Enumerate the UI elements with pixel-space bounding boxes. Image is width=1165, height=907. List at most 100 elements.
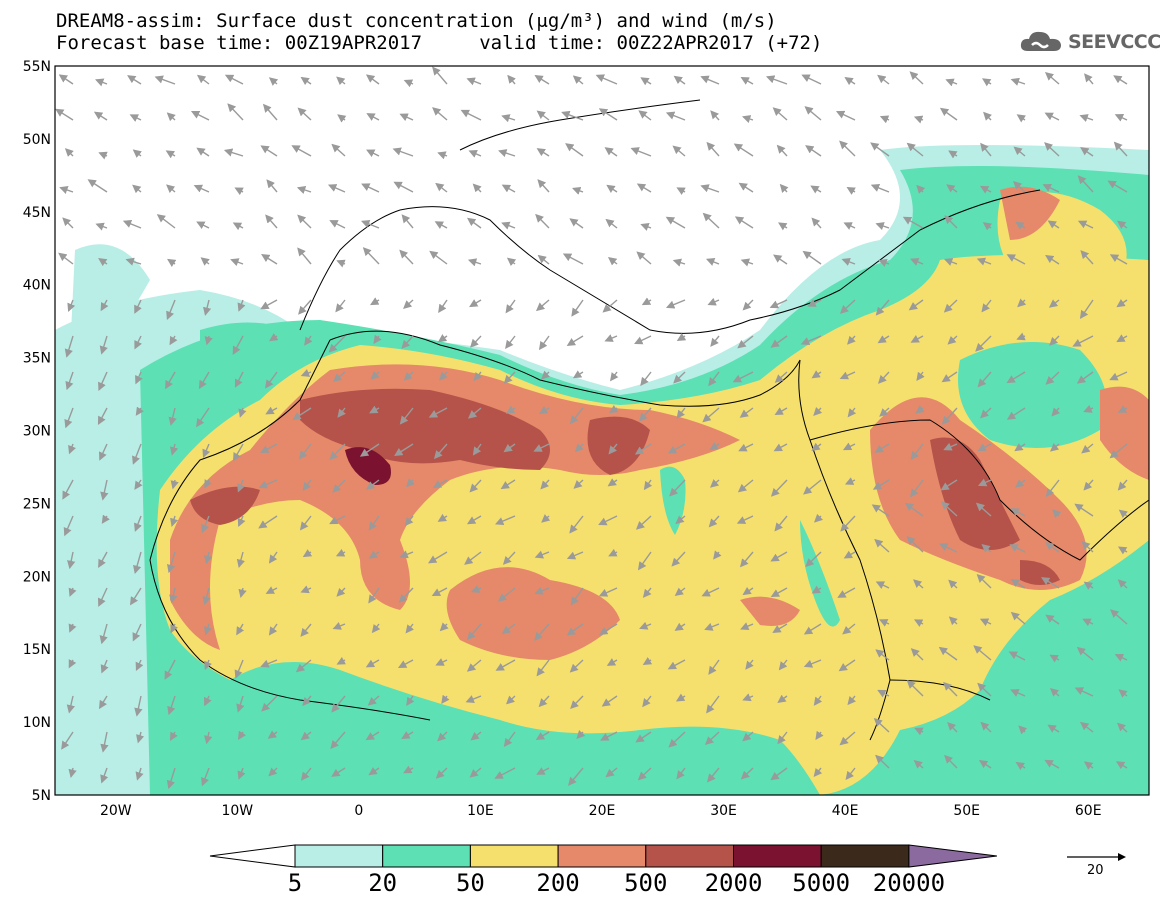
wind-arrow [1077,175,1094,193]
wind-arrow [1017,298,1027,308]
wind-arrow [1006,254,1026,265]
wind-arrow [265,406,278,415]
wind-arrow [1114,114,1128,122]
lon-tick-label: 50E [953,803,980,819]
wind-arrow [668,731,686,748]
wind-arrow [367,695,380,706]
colorbar-swatch [733,844,822,868]
colorbar-tick-label: 200 [536,869,579,897]
wind-arrow [704,731,720,746]
wind-arrow [536,659,550,677]
wind-arrow [1082,618,1094,627]
wind-arrow [673,75,686,85]
wind-arrow [1083,581,1094,590]
wind-arrow [1076,646,1094,661]
wind-arrow [813,767,823,778]
wind-arrow [676,767,686,780]
wind-arrow [740,258,754,267]
wind-arrow [740,622,754,631]
wind-arrow [328,335,346,353]
wind-arrow [811,370,822,379]
wind-arrow [265,214,278,229]
wind-arrow [336,76,346,86]
wind-arrow [1080,147,1094,157]
wind-arrow [1044,759,1060,769]
wind-arrow [598,515,618,526]
wind-arrow [947,335,958,345]
wind-arrow [432,479,448,488]
wind-arrow [910,648,924,661]
wind-arrow [370,370,380,380]
wind-arrow [533,443,550,452]
wind-arrow [813,695,823,706]
wind-arrow [607,478,618,487]
wind-arrow [437,334,448,343]
wind-arrow [433,443,448,460]
wind-arrow [1016,114,1026,123]
lon-tick-label: 10E [467,803,494,819]
wind-arrow [98,371,108,391]
wind-arrow [237,730,247,740]
wind-arrow [393,181,414,193]
wind-arrow [394,443,414,456]
wind-arrow [772,107,788,121]
wind-arrow [770,335,788,348]
wind-arrow [431,587,448,597]
wind-arrow [392,147,414,157]
wind-arrow [674,622,686,631]
wind-arrow [979,618,992,627]
wind-arrow [676,407,686,419]
wind-arrow [232,335,244,355]
wind-arrow [170,623,178,634]
wind-arrow [467,217,482,229]
wind-arrow [913,115,924,124]
wind-arrow [835,110,856,121]
wind-arrow [331,695,346,713]
wind-arrow [232,222,244,231]
wind-arrow [169,731,178,741]
wind-arrow [67,551,76,570]
wind-arrow [193,184,210,193]
wind-arrow [98,551,108,568]
wind-arrow [135,371,143,385]
wind-arrow [64,148,74,157]
wind-arrow [875,222,890,231]
wind-arrow [875,754,890,769]
wind-arrow [904,502,924,517]
wind-arrow [135,767,144,781]
wind-arrow [429,250,448,265]
lon-tick-label: 0 [354,803,363,819]
wind-arrow [466,515,482,525]
wind-arrow [503,371,516,384]
wind-arrow [672,258,686,267]
wind-arrow [642,657,653,665]
wind-arrow [675,515,686,525]
wind-arrow [1079,721,1094,733]
wind-arrow [813,407,823,416]
colorbar-swatches [209,844,997,868]
wind-arrow [636,183,652,193]
wind-arrow [733,143,754,157]
wind-arrow [665,299,686,309]
lon-tick-label: 20W [100,803,132,819]
wind-arrow [569,515,584,534]
wind-arrow [265,371,278,389]
wind-arrow [607,257,618,266]
wind-arrow [803,623,822,635]
colorbar-tick-label: 5 [288,869,302,897]
wind-arrow [397,659,414,669]
wind-arrow [566,551,584,560]
wind-arrow [875,299,890,316]
lat-tick-label: 55N [23,59,51,75]
wind-arrow [134,515,142,532]
wind-arrow [68,587,77,597]
wind-arrow [565,143,584,157]
wind-arrow [877,335,890,344]
wind-arrow [765,75,788,85]
wind-arrow [566,623,584,636]
wind-arrow [468,150,482,158]
wind-arrow [634,335,652,345]
wind-arrow [337,114,347,123]
wind-arrow [432,107,448,121]
wind-arrow [258,515,278,529]
